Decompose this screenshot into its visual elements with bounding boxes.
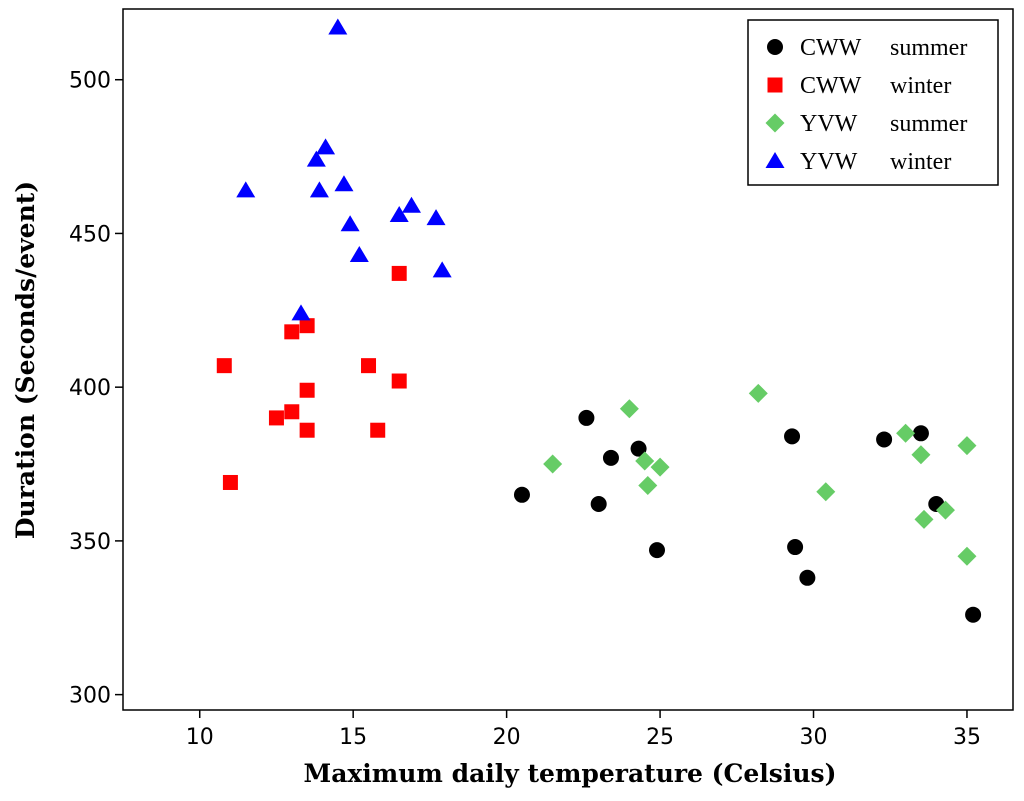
legend-label-season: winter <box>890 73 951 99</box>
square-point <box>284 404 300 420</box>
triangle-point <box>306 150 326 167</box>
circle-point <box>784 428 801 445</box>
circle-point <box>630 440 647 457</box>
y-tick-label: 450 <box>69 222 111 247</box>
square-point <box>216 358 232 374</box>
triangle-point <box>389 205 409 222</box>
legend-label-site: YVW <box>800 149 858 175</box>
triangle-point <box>236 181 256 198</box>
square-point <box>268 410 284 426</box>
x-tick-label: 20 <box>493 725 521 750</box>
x-tick-label: 30 <box>800 725 828 750</box>
circle-point <box>787 539 804 556</box>
legend-label-site: CWW <box>800 35 862 61</box>
square-point <box>299 422 315 438</box>
circle-point <box>590 496 607 513</box>
y-tick-label: 400 <box>69 376 111 401</box>
diamond-point <box>957 546 977 566</box>
circle-point <box>876 431 893 448</box>
triangle-point <box>401 196 421 213</box>
square-point <box>222 474 238 490</box>
triangle-point <box>328 18 348 35</box>
x-tick-label: 25 <box>646 725 674 750</box>
triangle-point <box>340 215 360 232</box>
circle-point <box>965 606 982 623</box>
diamond-point <box>816 482 836 502</box>
x-axis: 10 15 20 25 30 35 <box>186 710 981 750</box>
diamond-point <box>638 476 658 496</box>
y-tick-label: 300 <box>69 684 111 709</box>
series-cww-summer <box>513 409 982 623</box>
triangle-point <box>334 175 354 192</box>
y-axis: 300 350 400 450 500 <box>69 69 123 709</box>
triangle-point <box>316 138 336 155</box>
triangle-point <box>426 209 446 226</box>
legend-label-season: summer <box>890 111 967 137</box>
legend-frame <box>747 19 999 186</box>
circle-point <box>912 425 929 442</box>
triangle-point <box>349 245 369 262</box>
series-yvw-summer <box>543 383 977 566</box>
square-point <box>370 422 386 438</box>
diamond-point <box>896 423 916 443</box>
circle-point <box>602 449 619 466</box>
diamond-point <box>911 445 931 465</box>
legend-label-season: winter <box>890 149 951 175</box>
square-point <box>284 324 300 340</box>
diamond-point <box>748 383 768 403</box>
circle-point <box>578 409 595 426</box>
circle-point <box>799 569 816 586</box>
square-point <box>361 358 377 374</box>
diamond-point <box>543 454 563 474</box>
data-points <box>216 18 982 623</box>
circle-point <box>649 542 665 559</box>
circle-point <box>513 486 530 503</box>
y-tick-label: 500 <box>69 69 111 94</box>
series-cww-winter <box>216 265 407 490</box>
legend-label-site: CWW <box>800 73 862 99</box>
triangle-point <box>291 304 311 321</box>
legend: CWW summer CWW winter YVW summer YVW winter <box>747 19 999 186</box>
diamond-point <box>914 509 934 529</box>
triangle-point <box>432 261 452 278</box>
y-axis-title: Duration (Seconds/event) <box>11 181 40 539</box>
square-point <box>299 382 315 398</box>
x-tick-label: 35 <box>953 725 981 750</box>
series-yvw-winter <box>236 18 452 321</box>
legend-marker-circle <box>767 39 783 55</box>
square-point <box>391 373 407 389</box>
diamond-point <box>650 457 670 477</box>
x-axis-title: Maximum daily temperature (Celsius) <box>304 759 837 788</box>
legend-label-season: summer <box>890 35 967 61</box>
legend-marker-square <box>767 77 783 93</box>
diamond-point <box>957 436 977 456</box>
x-tick-label: 10 <box>186 725 214 750</box>
diamond-point <box>619 399 639 419</box>
y-tick-label: 350 <box>69 530 111 555</box>
diamond-point <box>635 451 655 471</box>
square-point <box>299 318 315 334</box>
legend-marker-diamond <box>765 113 785 133</box>
diamond-point <box>935 500 955 520</box>
x-tick-label: 15 <box>339 725 367 750</box>
square-point <box>391 265 407 281</box>
legend-label-site: YVW <box>800 111 858 137</box>
triangle-point <box>309 181 329 198</box>
legend-marker-triangle <box>765 152 785 168</box>
